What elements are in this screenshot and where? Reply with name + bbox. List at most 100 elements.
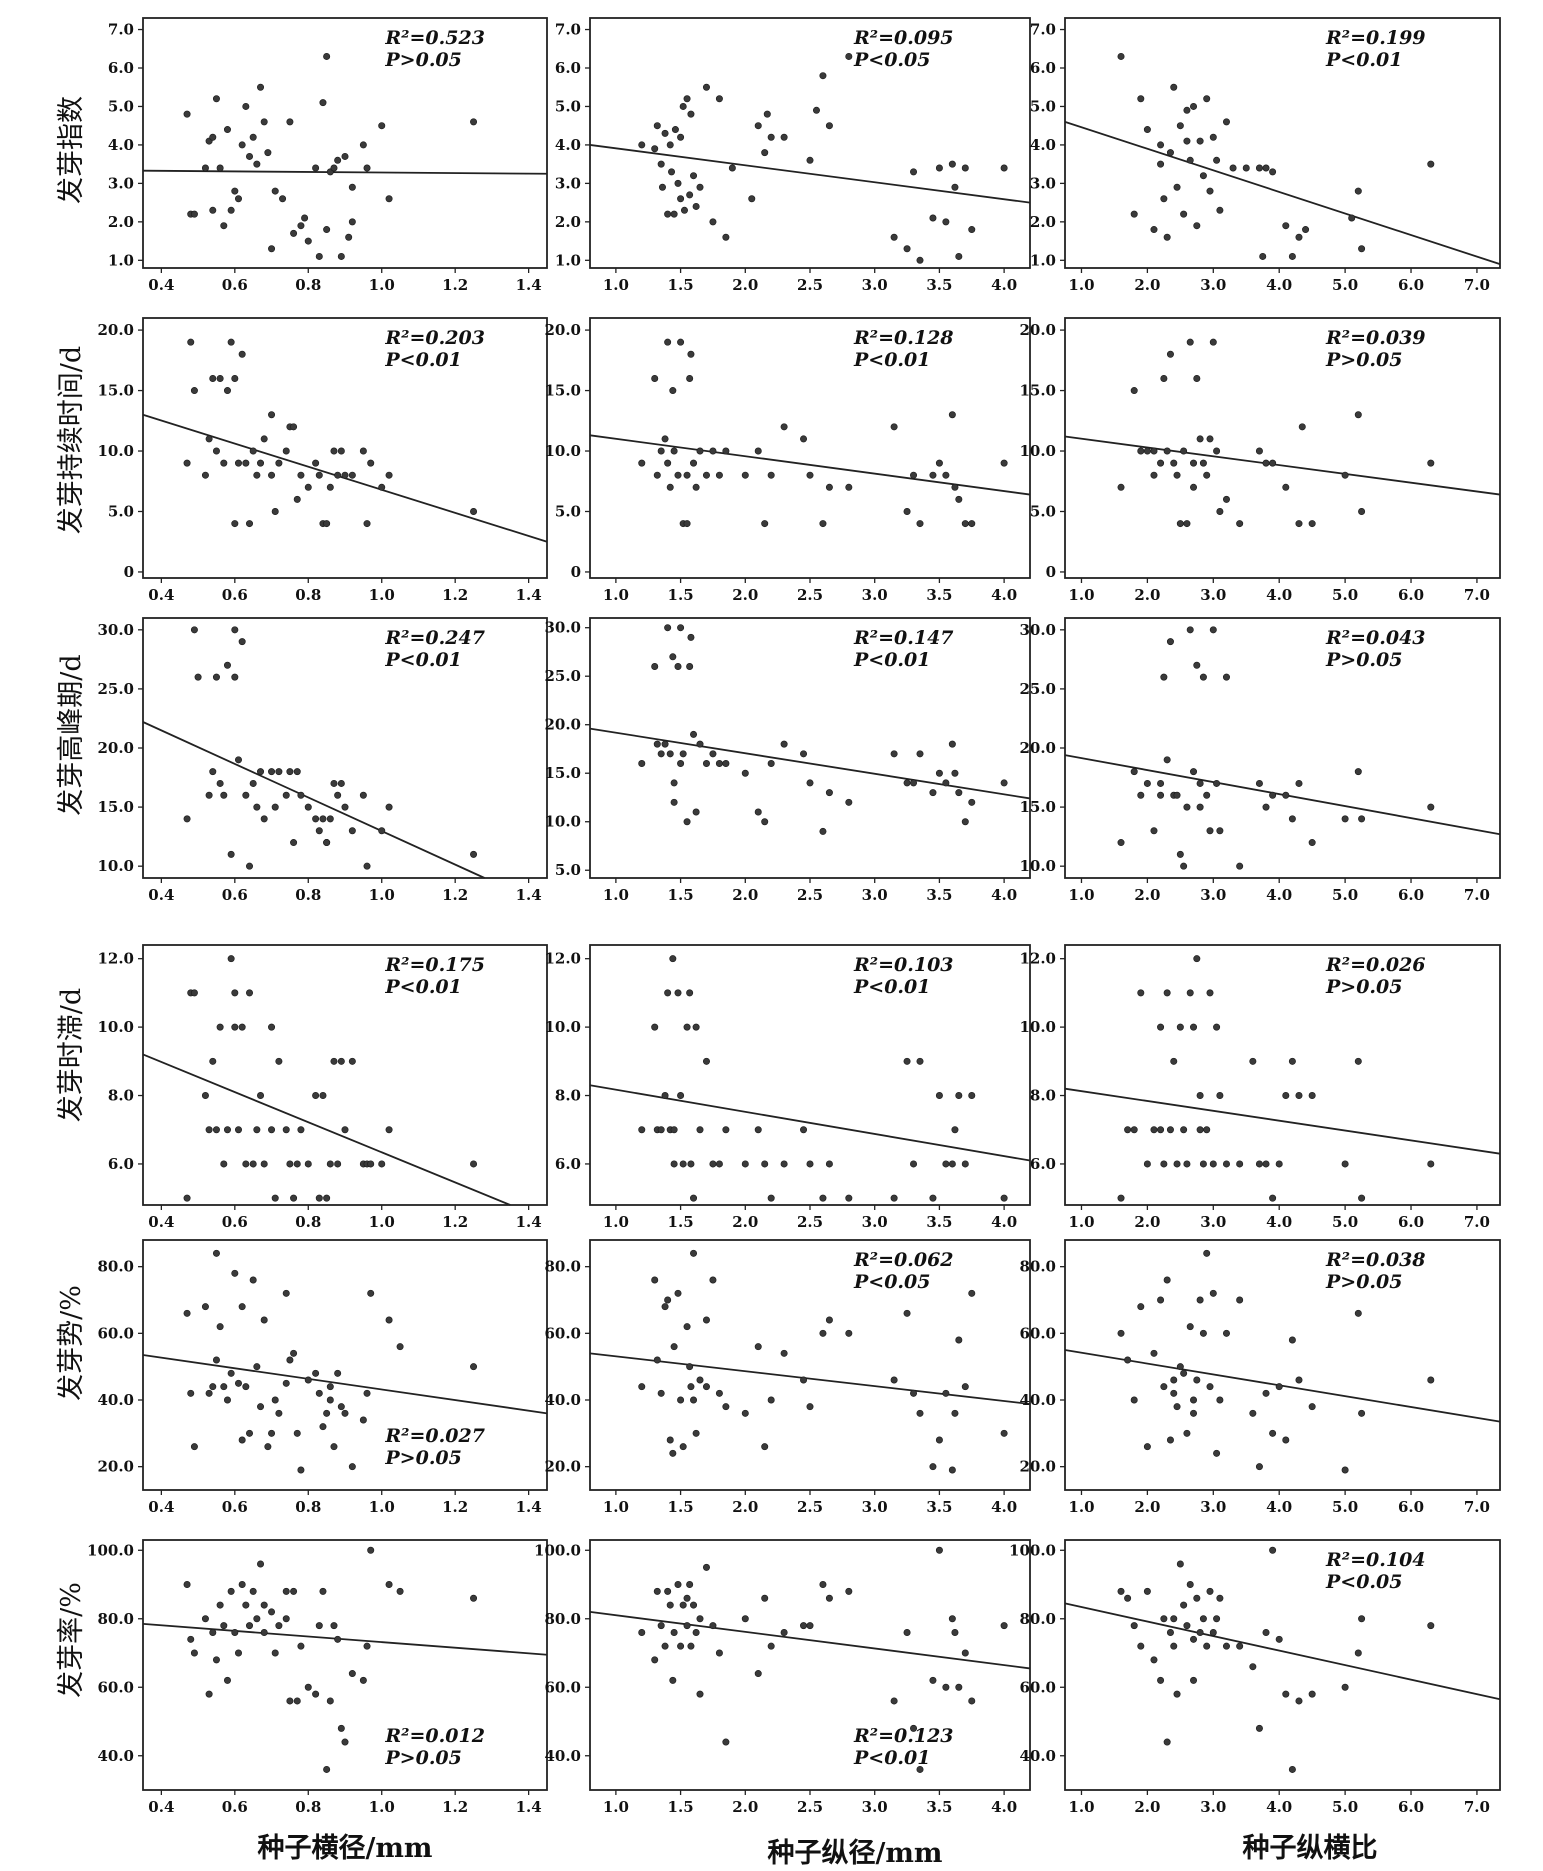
y-tick-label: 80.0 bbox=[1019, 1610, 1056, 1628]
data-point bbox=[363, 520, 371, 528]
data-point bbox=[337, 1403, 345, 1411]
data-point bbox=[929, 1676, 937, 1684]
data-point bbox=[1302, 226, 1310, 234]
data-point bbox=[312, 815, 320, 823]
data-point bbox=[470, 1363, 478, 1371]
y-tick-label: 20.0 bbox=[97, 739, 134, 757]
r-squared-label: R²=0.038 bbox=[1325, 1249, 1426, 1271]
data-point bbox=[341, 471, 349, 479]
data-point bbox=[1170, 1376, 1178, 1384]
x-tick-label: 3.0 bbox=[1200, 1798, 1226, 1816]
data-point bbox=[722, 760, 730, 768]
data-point bbox=[253, 160, 261, 168]
data-point bbox=[1157, 1296, 1165, 1304]
data-point bbox=[651, 1656, 659, 1664]
data-point bbox=[670, 1628, 678, 1636]
data-point bbox=[658, 183, 666, 191]
data-point bbox=[696, 1126, 704, 1134]
data-point bbox=[209, 1383, 217, 1391]
y-tick-label: 7.0 bbox=[1030, 21, 1056, 39]
data-point bbox=[334, 1369, 342, 1377]
data-point bbox=[470, 1160, 478, 1168]
data-point bbox=[715, 1160, 723, 1168]
plot-frame bbox=[142, 1239, 548, 1491]
data-point bbox=[669, 1449, 677, 1457]
y-tick-label: 40.0 bbox=[544, 1391, 581, 1409]
data-point bbox=[212, 95, 220, 103]
data-point bbox=[249, 1160, 257, 1168]
data-point bbox=[201, 1092, 209, 1100]
data-point bbox=[1348, 214, 1356, 222]
data-point bbox=[209, 1628, 217, 1636]
data-point bbox=[702, 83, 710, 91]
data-point bbox=[903, 1628, 911, 1636]
data-point bbox=[231, 520, 239, 528]
x-tick-label: 0.8 bbox=[295, 886, 321, 904]
y-tick-label: 6.0 bbox=[1030, 59, 1056, 77]
data-point bbox=[1216, 1092, 1224, 1100]
regression-line bbox=[589, 727, 1031, 800]
data-point bbox=[1216, 827, 1224, 835]
data-point bbox=[1213, 1449, 1221, 1457]
data-point bbox=[683, 1594, 691, 1602]
data-point bbox=[666, 750, 674, 758]
data-point bbox=[1157, 141, 1165, 149]
data-point bbox=[359, 141, 367, 149]
x-tick-label: 1.0 bbox=[1068, 1798, 1094, 1816]
r-squared-label: R²=0.147 bbox=[853, 627, 954, 649]
regression-line bbox=[589, 144, 1031, 204]
data-point bbox=[845, 798, 853, 806]
y-tick-label: 5.0 bbox=[555, 502, 581, 520]
data-point bbox=[249, 1276, 257, 1284]
y-tick-label: 6.0 bbox=[555, 59, 581, 77]
data-point bbox=[1176, 122, 1184, 130]
x-tick-label: 0.8 bbox=[295, 1498, 321, 1516]
data-point bbox=[1196, 1126, 1204, 1134]
data-point bbox=[819, 520, 827, 528]
data-point bbox=[1222, 1160, 1230, 1168]
data-point bbox=[1130, 768, 1138, 776]
data-point bbox=[935, 769, 943, 777]
data-point bbox=[341, 1409, 349, 1417]
col-label-1: 种子横径/mm bbox=[258, 1833, 433, 1864]
p-value-label: P<0.01 bbox=[384, 649, 461, 671]
data-point bbox=[238, 141, 246, 149]
y-tick-label: 8.0 bbox=[555, 1087, 581, 1105]
data-point bbox=[754, 1126, 762, 1134]
data-point bbox=[948, 411, 956, 419]
data-point bbox=[754, 808, 762, 816]
data-point bbox=[754, 1670, 762, 1678]
data-point bbox=[702, 760, 710, 768]
data-point bbox=[231, 187, 239, 195]
scatter-panel-r2-c1: 0.4 0.6 0.8 1.0 1.2 1.4 0 5.0 10.0 15.0 20.0 R²=0.2… bbox=[97, 317, 548, 604]
data-point bbox=[825, 1594, 833, 1602]
row-label-4: 发芽时滞/d bbox=[56, 988, 87, 1122]
data-point bbox=[910, 168, 918, 176]
data-point bbox=[1199, 1615, 1207, 1623]
data-point bbox=[1163, 1738, 1171, 1746]
data-point bbox=[275, 768, 283, 776]
data-point bbox=[220, 1160, 228, 1168]
x-tick-label: 1.4 bbox=[516, 886, 542, 904]
data-point bbox=[1143, 447, 1151, 455]
x-tick-label: 6.0 bbox=[1398, 586, 1424, 604]
data-point bbox=[1262, 1628, 1270, 1636]
data-point bbox=[1295, 520, 1303, 528]
data-point bbox=[806, 471, 814, 479]
data-point bbox=[670, 798, 678, 806]
data-point bbox=[754, 1343, 762, 1351]
data-point bbox=[1262, 1389, 1270, 1397]
data-point bbox=[359, 1676, 367, 1684]
x-tick-label: 4.0 bbox=[991, 586, 1017, 604]
x-tick-label: 1.0 bbox=[603, 276, 629, 294]
data-point bbox=[1288, 252, 1296, 260]
data-point bbox=[1124, 1594, 1132, 1602]
data-point bbox=[1000, 1194, 1008, 1202]
data-point bbox=[1173, 471, 1181, 479]
data-point bbox=[1255, 779, 1263, 787]
data-point bbox=[1117, 1194, 1125, 1202]
data-point bbox=[1130, 1396, 1138, 1404]
data-point bbox=[955, 495, 963, 503]
data-point bbox=[1186, 626, 1194, 634]
